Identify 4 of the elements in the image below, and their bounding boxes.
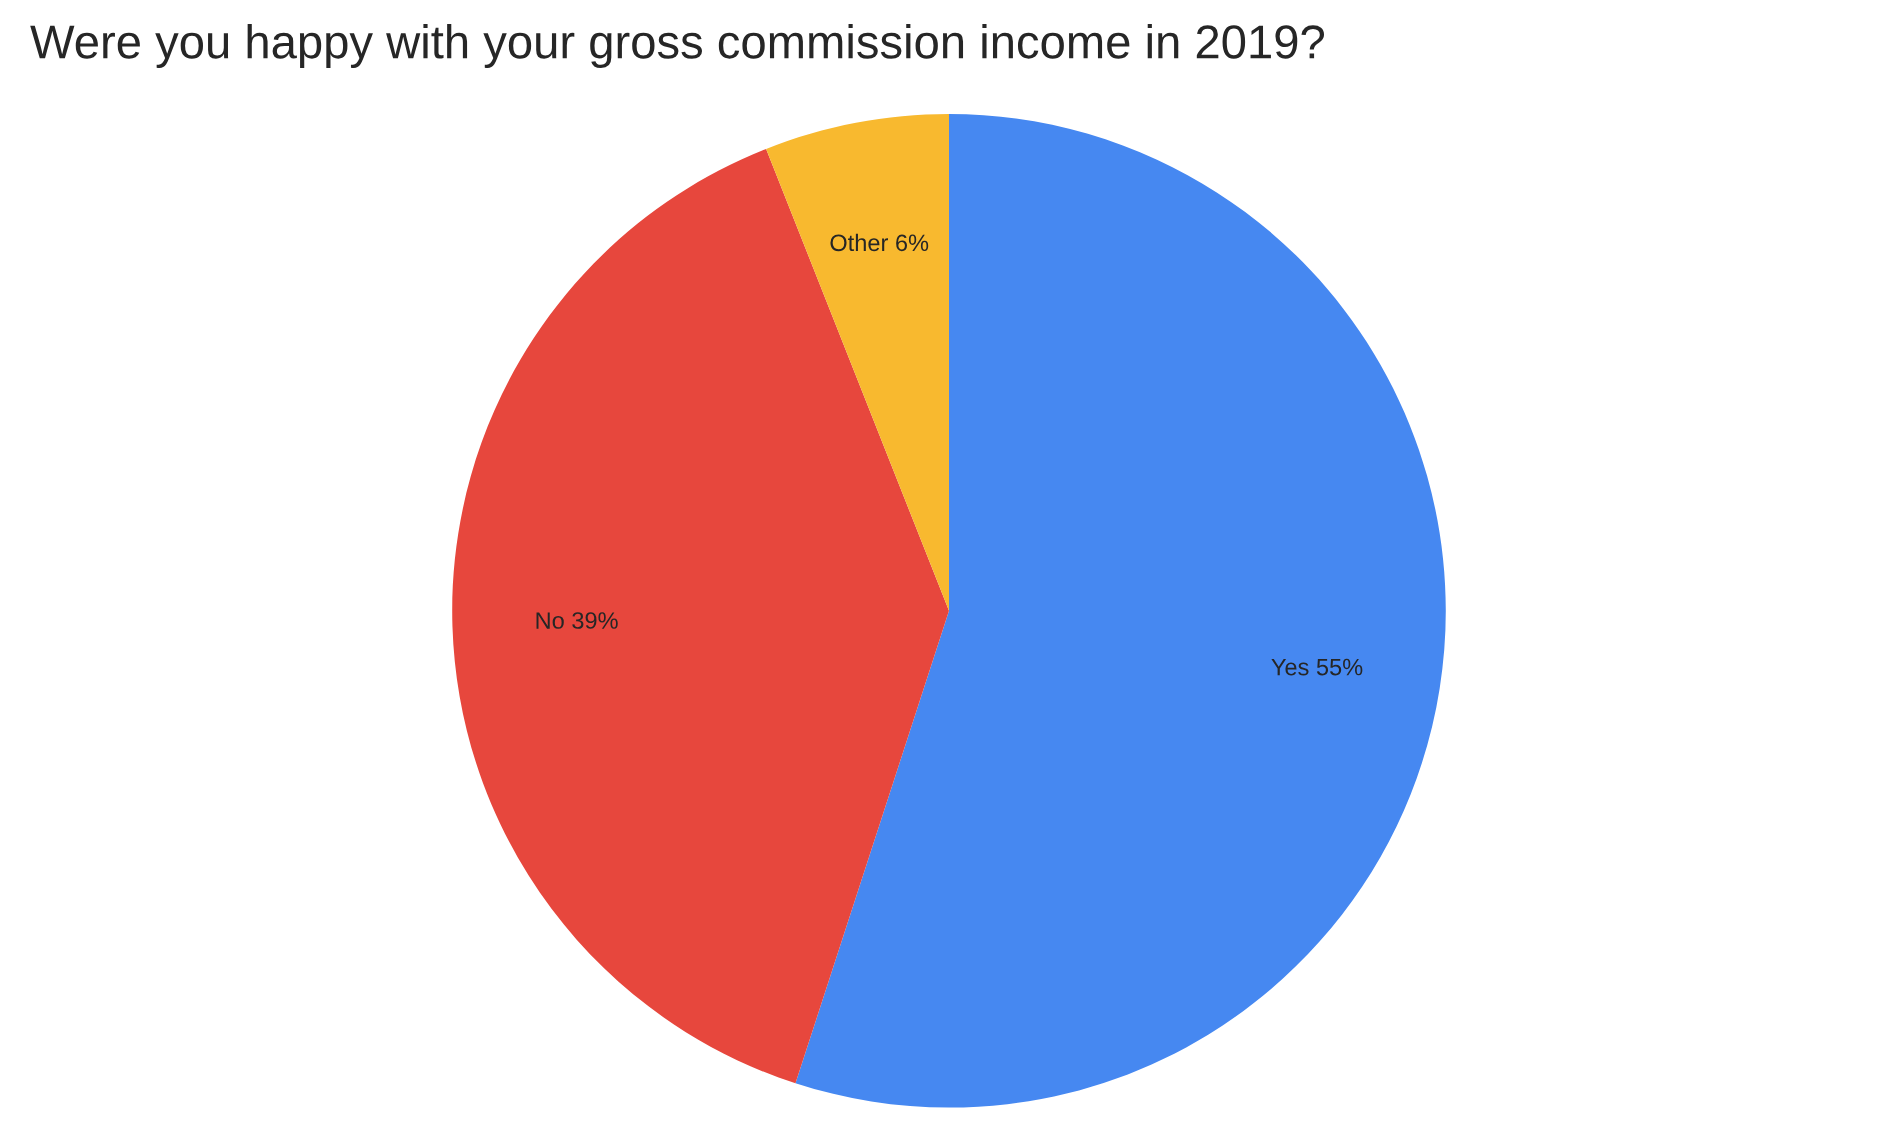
slice-label: No 39% (536, 612, 618, 629)
chart-title: Were you happy with your gross commission income in 2019? (30, 23, 1324, 69)
slice-label: Yes 55% (1271, 658, 1363, 676)
slice-label: Other 6% (830, 233, 929, 252)
